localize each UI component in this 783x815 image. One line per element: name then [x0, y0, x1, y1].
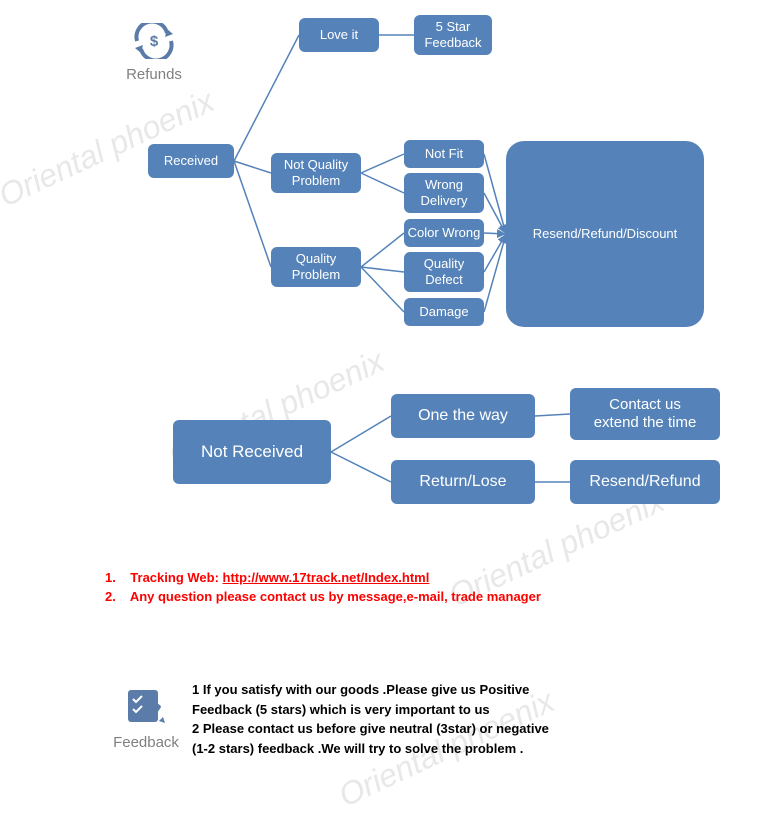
tracking-note-2: 2. Any question please contact us by mes…: [105, 589, 541, 604]
node-colorwrong: Color Wrong: [404, 219, 484, 247]
refunds-label: Refunds: [119, 66, 189, 83]
node-loveit: Love it: [299, 18, 379, 52]
tracking-notes: 1. Tracking Web: http://www.17track.net/…: [105, 570, 541, 604]
node-received: Received: [148, 144, 234, 178]
node-wrongdel: WrongDelivery: [404, 173, 484, 213]
refunds-icon-wrap: $ Refunds: [119, 23, 189, 83]
node-5star: 5 StarFeedback: [414, 15, 492, 55]
feedback-label: Feedback: [108, 734, 184, 751]
node-nqp: Not QualityProblem: [271, 153, 361, 193]
tracking-link[interactable]: http://www.17track.net/Index.html: [223, 570, 430, 585]
feedback-icon-wrap: Feedback: [108, 685, 184, 751]
svg-text:$: $: [150, 33, 159, 50]
node-damage: Damage: [404, 298, 484, 326]
node-ontheway: One the way: [391, 394, 535, 438]
refunds-icon: $: [129, 23, 179, 59]
tracking-note-1: 1. Tracking Web: http://www.17track.net/…: [105, 570, 541, 585]
node-qp: QualityProblem: [271, 247, 361, 287]
node-resend1: Resend/Refund/Discount: [506, 141, 704, 327]
node-qdefect: QualityDefect: [404, 252, 484, 292]
node-resend2: Resend/Refund: [570, 460, 720, 504]
node-notfit: Not Fit: [404, 140, 484, 168]
node-returnlose: Return/Lose: [391, 460, 535, 504]
node-notrecv: Not Received: [173, 420, 331, 484]
feedback-notes: 1 If you satisfy with our goods .Please …: [192, 680, 612, 758]
feedback-icon: [123, 685, 169, 727]
node-contactus: Contact usextend the time: [570, 388, 720, 440]
